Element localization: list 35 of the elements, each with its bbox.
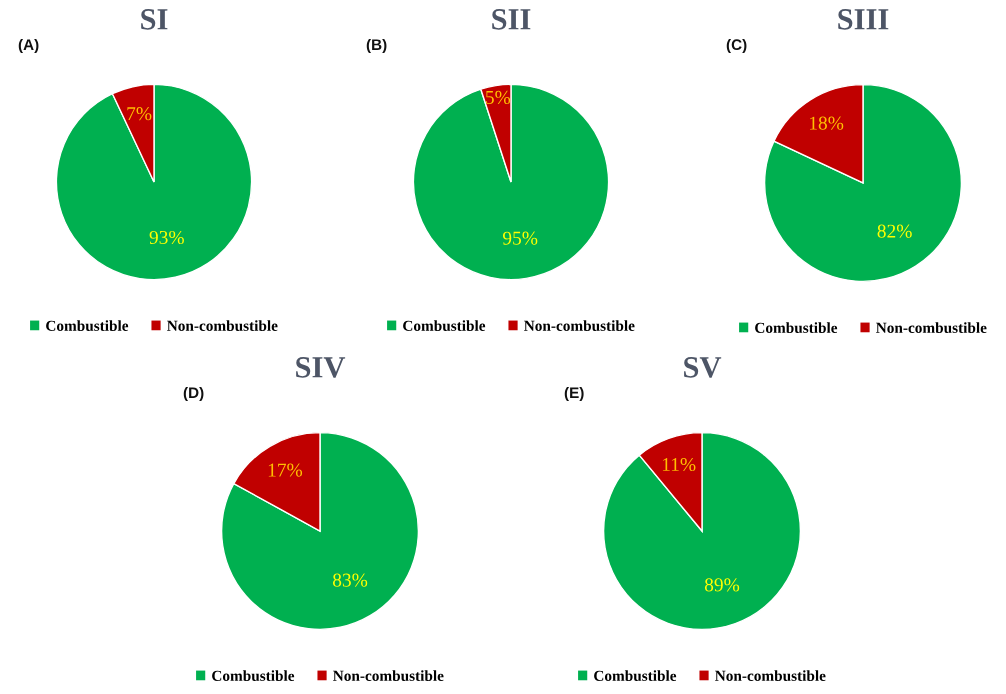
chart-title: SIII bbox=[838, 9, 889, 30]
legend-label: Combustible bbox=[594, 670, 677, 681]
text: (E) bbox=[564, 386, 584, 402]
text: (B) bbox=[366, 38, 387, 54]
data-label: 93% bbox=[149, 230, 184, 245]
chart-title: SIV bbox=[296, 357, 346, 378]
data-label: 7% bbox=[127, 107, 152, 121]
data-label: 82% bbox=[877, 224, 912, 238]
data-label: 18% bbox=[809, 116, 844, 130]
text: (D) bbox=[183, 386, 204, 402]
legend-label: Combustible bbox=[755, 322, 838, 333]
legend-label: Combustible bbox=[212, 670, 295, 681]
text: (A) bbox=[18, 38, 39, 54]
data-label: 5% bbox=[486, 90, 511, 105]
chart-title: SV bbox=[684, 357, 722, 378]
data-label: 95% bbox=[502, 231, 538, 245]
legend-label: Non-combustible bbox=[715, 670, 826, 681]
legend-label: Non-combustible bbox=[333, 670, 444, 681]
pie-slice bbox=[763, 83, 963, 283]
chart-title: SII bbox=[492, 9, 531, 30]
legend-label: Combustible bbox=[403, 320, 486, 331]
pie-slice bbox=[412, 83, 610, 281]
data-label: 83% bbox=[332, 573, 368, 587]
legend-label: Non-combustible bbox=[167, 320, 278, 331]
pie-slice bbox=[220, 431, 420, 631]
pie-slice bbox=[602, 431, 802, 631]
legend-label: Non-combustible bbox=[876, 322, 987, 333]
data-label: 17% bbox=[268, 463, 303, 477]
legend-label: Non-combustible bbox=[524, 320, 635, 331]
legend-label: Combustible bbox=[46, 320, 129, 331]
data-label: 89% bbox=[704, 578, 740, 592]
pie-slice bbox=[55, 83, 253, 281]
chart-title: SI bbox=[141, 9, 168, 30]
text: (C) bbox=[726, 38, 747, 54]
data-label: 11% bbox=[662, 457, 696, 472]
